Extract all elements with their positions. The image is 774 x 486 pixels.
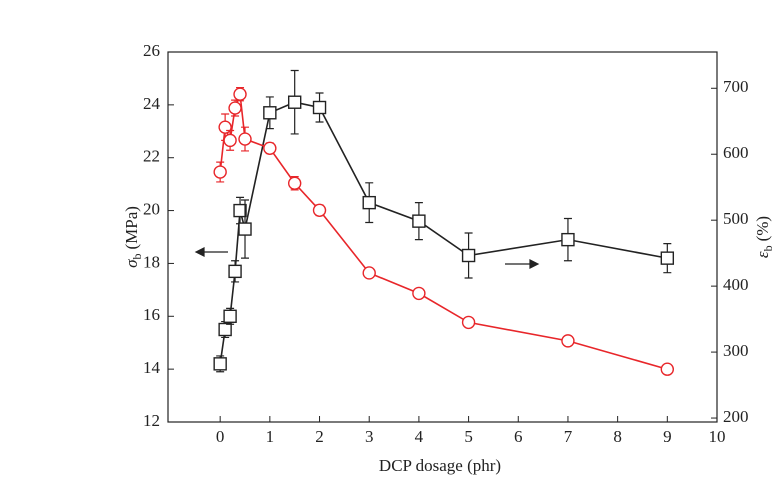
series-line [219, 93, 668, 371]
marker [218, 322, 232, 337]
y-tick-label: 16 [143, 305, 160, 324]
marker [312, 203, 327, 217]
left-arrow [194, 247, 228, 257]
marker [238, 132, 252, 146]
y2-tick-label: 500 [723, 209, 749, 228]
marker [213, 357, 227, 371]
marker [412, 214, 426, 228]
x-tick-label: 9 [663, 427, 672, 446]
x-tick-label: 8 [613, 427, 622, 446]
marker [362, 195, 376, 210]
marker [461, 315, 476, 330]
marker [223, 133, 237, 148]
y2-tick-label: 700 [723, 77, 749, 96]
y-tick-label: 14 [143, 358, 161, 377]
marker [263, 141, 277, 155]
y-tick-label: 20 [143, 199, 160, 218]
marker [238, 222, 252, 236]
x-tick-label: 10 [709, 427, 726, 446]
y-tick-label: 24 [143, 94, 161, 113]
marker [312, 100, 327, 115]
marker [233, 87, 247, 101]
marker [228, 101, 242, 115]
y-tick-label: 22 [143, 147, 160, 166]
y2-label-symbol: ε [753, 251, 772, 258]
y2-tick-label: 300 [723, 341, 749, 360]
y-axis-label: σb (MPa) [122, 206, 144, 268]
x-tick-label: 2 [315, 427, 324, 446]
marker [218, 120, 232, 134]
marker [287, 95, 302, 109]
x-tick-label: 3 [365, 427, 374, 446]
x-tick-label: 5 [464, 427, 473, 446]
marker [287, 176, 302, 190]
y2-tick-label: 200 [723, 407, 749, 426]
marker [213, 165, 227, 179]
marker [233, 203, 247, 218]
y-tick-label: 18 [143, 252, 160, 271]
marker [412, 286, 426, 301]
marker [660, 251, 675, 265]
x-tick-label: 4 [415, 427, 424, 446]
x-tick-label: 7 [564, 427, 573, 446]
y2-axis-label: εb (%) [753, 216, 774, 258]
marker [561, 232, 575, 247]
y2-label-subscript: b [761, 245, 774, 251]
y2-label-unit: (%) [753, 216, 772, 241]
marker [561, 334, 575, 348]
right-arrow [505, 259, 540, 269]
x-tick-label: 6 [514, 427, 523, 446]
series-line [219, 101, 668, 364]
x-tick-label: 0 [216, 427, 225, 446]
marker [362, 266, 376, 280]
plot-frame [167, 51, 718, 423]
y-label-unit: (MPa) [122, 206, 141, 249]
marker [228, 264, 242, 279]
x-tick-label: 1 [266, 427, 275, 446]
y2-tick-label: 600 [723, 143, 749, 162]
marker [461, 248, 476, 263]
x-axis-label: DCP dosage (phr) [379, 456, 501, 475]
marker [263, 106, 277, 120]
marker [660, 362, 675, 376]
y-tick-label: 26 [143, 41, 160, 60]
y-label-symbol: σ [122, 259, 141, 268]
y-tick-label: 12 [143, 411, 160, 430]
y-label-subscript: b [130, 254, 144, 260]
marker [223, 309, 237, 323]
y2-tick-label: 400 [723, 275, 749, 294]
